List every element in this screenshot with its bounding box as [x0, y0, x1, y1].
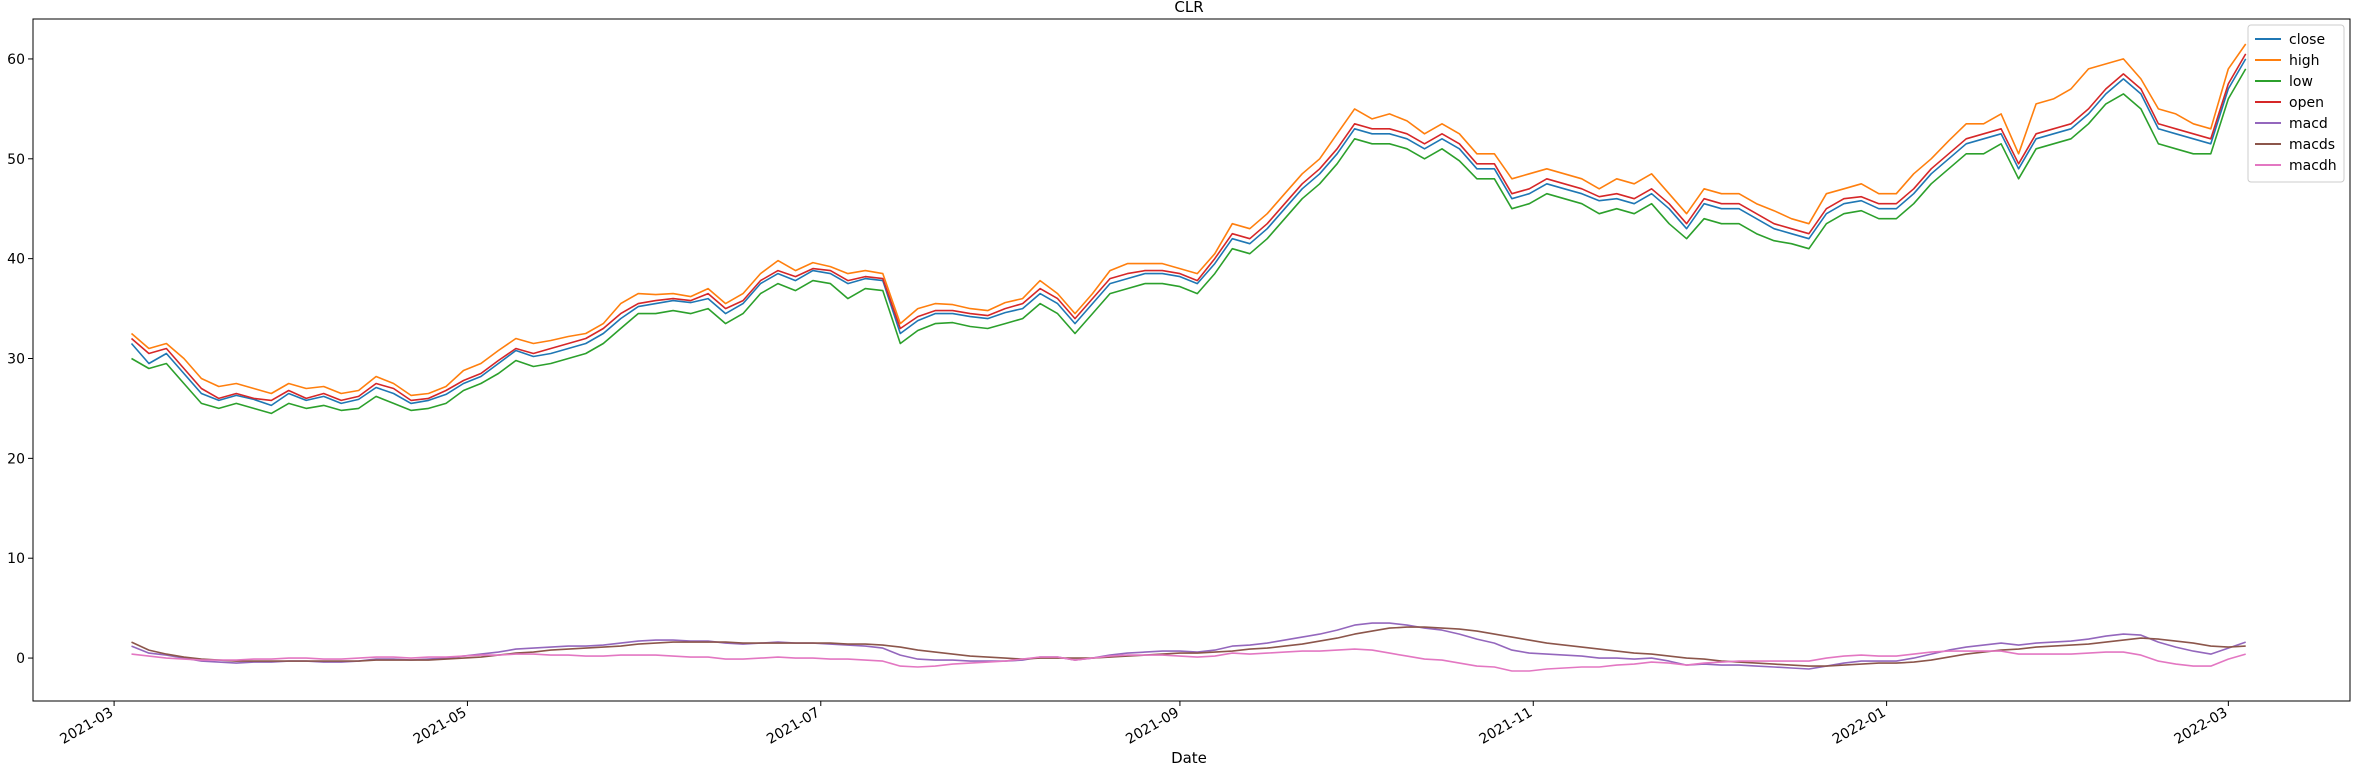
chart-title: CLR: [1174, 0, 1203, 16]
y-axis: 0 10 20 30 40 50 60: [7, 52, 33, 667]
y-tick-label: 0: [16, 651, 25, 667]
plot-frame: [32, 18, 2351, 702]
y-tick-label: 10: [7, 551, 25, 567]
series-line-low: [131, 68, 2247, 415]
series-line-macdh: [131, 648, 2246, 672]
series-line-close: [130, 58, 2247, 407]
y-tick-label: 60: [7, 52, 25, 68]
legend-label-macds: macds: [2289, 137, 2335, 153]
series-line-macds: [131, 626, 2246, 667]
legend: close high low open macd macds macdh: [2247, 24, 2345, 183]
legend-label-high: high: [2289, 53, 2320, 69]
y-tick-label: 20: [7, 451, 25, 467]
series-line-macd: [131, 622, 2246, 670]
x-axis-title: Date: [1171, 749, 1207, 767]
series-line-high: [130, 43, 2247, 397]
legend-label-macdh: macdh: [2289, 158, 2337, 174]
series-layer: [130, 43, 2247, 672]
legend-label-low: low: [2289, 74, 2313, 90]
legend-label-close: close: [2289, 32, 2325, 48]
y-tick-label: 50: [7, 152, 25, 168]
y-tick-label: 30: [7, 352, 25, 368]
y-tick-label: 40: [7, 252, 25, 268]
legend-label-macd: macd: [2289, 116, 2328, 132]
series-line-open: [130, 53, 2247, 402]
legend-box: [2247, 24, 2345, 183]
legend-label-open: open: [2289, 95, 2324, 111]
